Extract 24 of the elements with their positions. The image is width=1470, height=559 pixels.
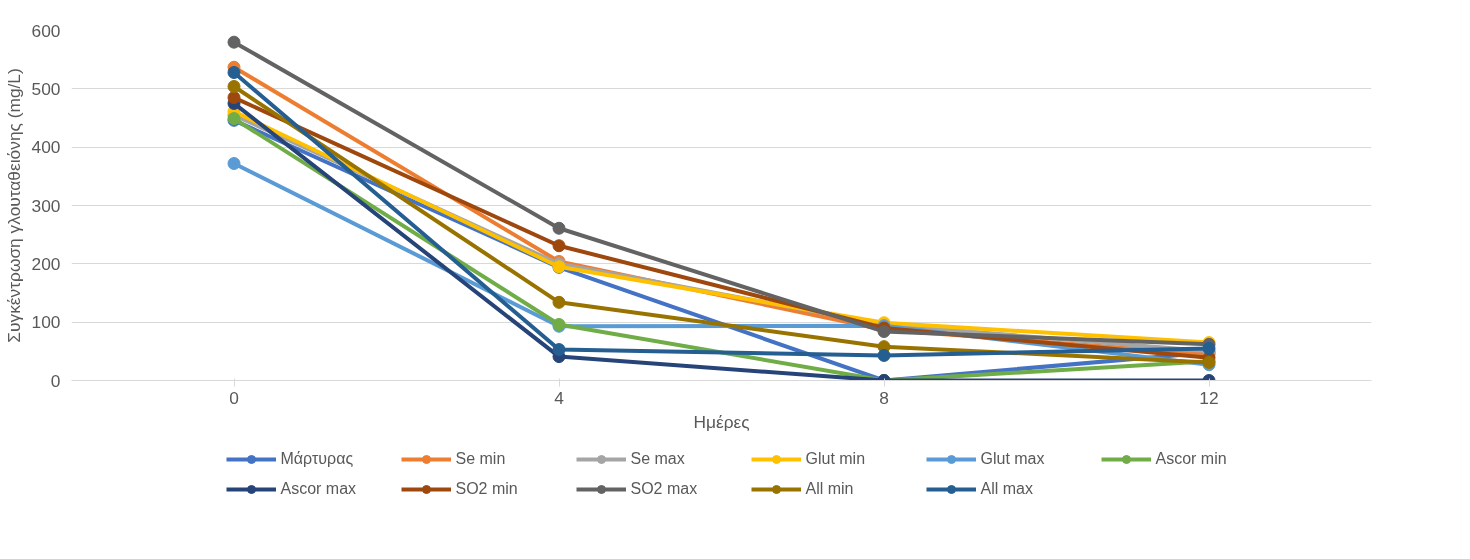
x-tick-label: 8 bbox=[879, 387, 889, 408]
legend-label: Se min bbox=[455, 450, 507, 468]
legend-label: SO2 max bbox=[630, 480, 699, 498]
y-tick-label: 400 bbox=[31, 137, 61, 158]
x-axis-title: Ημέρες bbox=[693, 411, 750, 432]
legend-label: Ascor min bbox=[1155, 450, 1228, 468]
y-tick-label: 500 bbox=[31, 78, 61, 99]
legend-label: Glut max bbox=[980, 450, 1046, 468]
legend-label: Μάρτυρας bbox=[280, 450, 355, 468]
x-tick-label: 4 bbox=[554, 387, 565, 408]
y-tick-label: 600 bbox=[31, 20, 61, 41]
legend-label: SO2 min bbox=[455, 480, 519, 498]
y-tick-label: 200 bbox=[31, 253, 61, 274]
y-tick-label: 100 bbox=[31, 312, 61, 333]
legend-label: Ascor max bbox=[280, 480, 358, 498]
legend-label: Glut min bbox=[805, 450, 867, 468]
legend-label: All max bbox=[980, 480, 1034, 498]
x-tick-label: 0 bbox=[229, 387, 239, 408]
legend-label: Se max bbox=[630, 450, 686, 468]
y-tick-label: 0 bbox=[50, 370, 61, 391]
legend-label: All min bbox=[805, 480, 855, 498]
y-tick-label: 300 bbox=[31, 195, 61, 216]
x-tick-label: 12 bbox=[1199, 387, 1219, 408]
y-axis-title: Συγκέντρωση γλουταθειόνης (mg/L) bbox=[3, 68, 24, 343]
